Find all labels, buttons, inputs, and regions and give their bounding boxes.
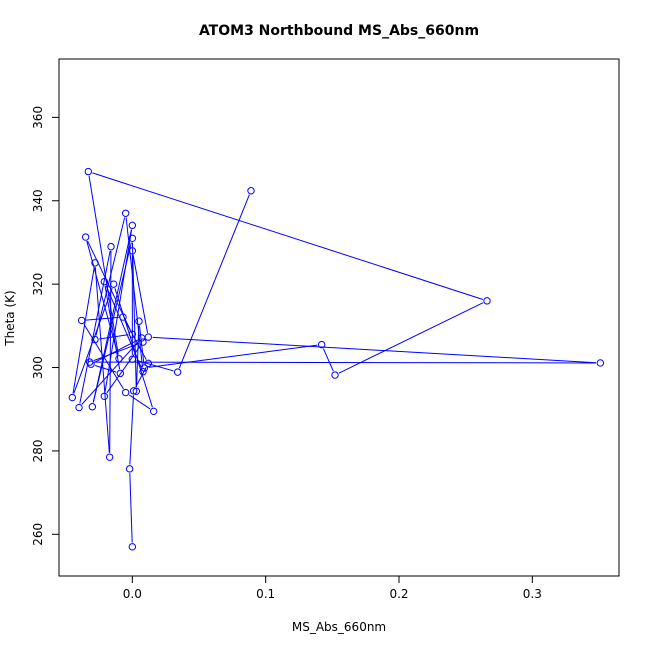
- x-tick-label: 0.0: [123, 587, 142, 601]
- line-segment: [128, 394, 151, 410]
- line-segment: [136, 359, 174, 372]
- line-segment: [132, 254, 149, 333]
- line-segment: [114, 288, 153, 408]
- data-point: [125, 465, 134, 473]
- y-tick-label: 360: [31, 106, 45, 129]
- line-segment: [73, 288, 113, 394]
- line-segment: [322, 348, 334, 372]
- data-point: [75, 403, 83, 412]
- line-segment: [106, 345, 141, 394]
- data-point: [483, 297, 491, 305]
- line-segment: [104, 229, 133, 393]
- y-tick-label: 340: [31, 189, 45, 212]
- line-segment: [178, 194, 250, 369]
- line-segment: [95, 217, 126, 336]
- y-tick-label: 320: [31, 273, 45, 296]
- data-point: [132, 387, 141, 395]
- x-tick-label: 0.3: [523, 587, 542, 601]
- line-segment: [135, 366, 147, 388]
- data-point: [139, 338, 147, 346]
- data-point: [81, 233, 90, 241]
- data-point: [128, 247, 137, 255]
- data-point: [87, 360, 95, 368]
- data-point: [149, 407, 158, 416]
- data-point: [128, 221, 137, 230]
- x-tick-label: 0.2: [389, 587, 408, 601]
- line-segment: [148, 344, 318, 368]
- data-point: [107, 242, 115, 251]
- data-point: [596, 359, 605, 367]
- line-segment: [129, 395, 134, 465]
- line-segment: [152, 336, 597, 364]
- x-tick-label: 0.1: [256, 587, 275, 601]
- data-point: [77, 316, 86, 325]
- data-point: [247, 187, 255, 195]
- data-point: [68, 393, 77, 402]
- line-segment: [338, 302, 484, 374]
- data-point: [173, 368, 182, 376]
- x-axis-label: MS_Abs_660nm: [292, 620, 386, 634]
- y-tick-label: 260: [31, 523, 45, 546]
- data-point: [105, 453, 114, 461]
- series-layer: [68, 167, 605, 551]
- data-point: [88, 403, 97, 411]
- data-point: [91, 335, 99, 344]
- data-point: [128, 355, 137, 363]
- line-segment: [92, 229, 132, 403]
- data-point: [140, 364, 149, 372]
- line-segment: [131, 242, 137, 388]
- y-axis: 260 280 300 320 340 360: [31, 106, 59, 546]
- line-segment: [104, 285, 121, 370]
- data-point: [85, 358, 94, 366]
- plot-frame: [58, 58, 620, 577]
- data-point: [116, 369, 125, 378]
- line-segment: [86, 241, 119, 355]
- y-axis-label: Theta (K): [3, 290, 17, 346]
- data-point: [135, 317, 143, 325]
- data-point: [139, 368, 147, 376]
- data-point: [115, 355, 123, 363]
- line-segment: [94, 365, 117, 373]
- line-segment: [81, 340, 140, 405]
- line-segment: [135, 325, 140, 388]
- y-tick-label: 300: [31, 356, 45, 379]
- line-segment: [93, 361, 597, 364]
- data-point: [144, 359, 153, 368]
- data-point: [128, 234, 137, 242]
- line-segment: [93, 343, 140, 362]
- data-point: [100, 277, 109, 286]
- data-point: [144, 333, 153, 341]
- data-point: [331, 371, 339, 379]
- line-segment: [87, 240, 131, 331]
- data-point: [121, 209, 130, 217]
- data-point: [128, 543, 137, 551]
- data-point: [100, 392, 109, 401]
- x-axis: 0.0 0.1 0.2 0.3: [123, 576, 542, 601]
- data-point: [119, 313, 127, 321]
- data-point: [121, 388, 130, 397]
- data-point: [128, 330, 137, 338]
- line-segment: [129, 473, 133, 543]
- line-segment: [88, 175, 119, 355]
- chart-title: ATOM3 Northbound MS_Abs_660nm: [199, 23, 479, 39]
- data-point: [129, 387, 138, 395]
- data-point: [84, 167, 93, 176]
- data-point: [317, 340, 326, 349]
- line-segment: [72, 267, 95, 394]
- line-segment: [109, 250, 112, 453]
- line-segment: [92, 172, 484, 300]
- data-point: [109, 280, 118, 288]
- data-point: [91, 259, 99, 267]
- y-tick-label: 280: [31, 439, 45, 462]
